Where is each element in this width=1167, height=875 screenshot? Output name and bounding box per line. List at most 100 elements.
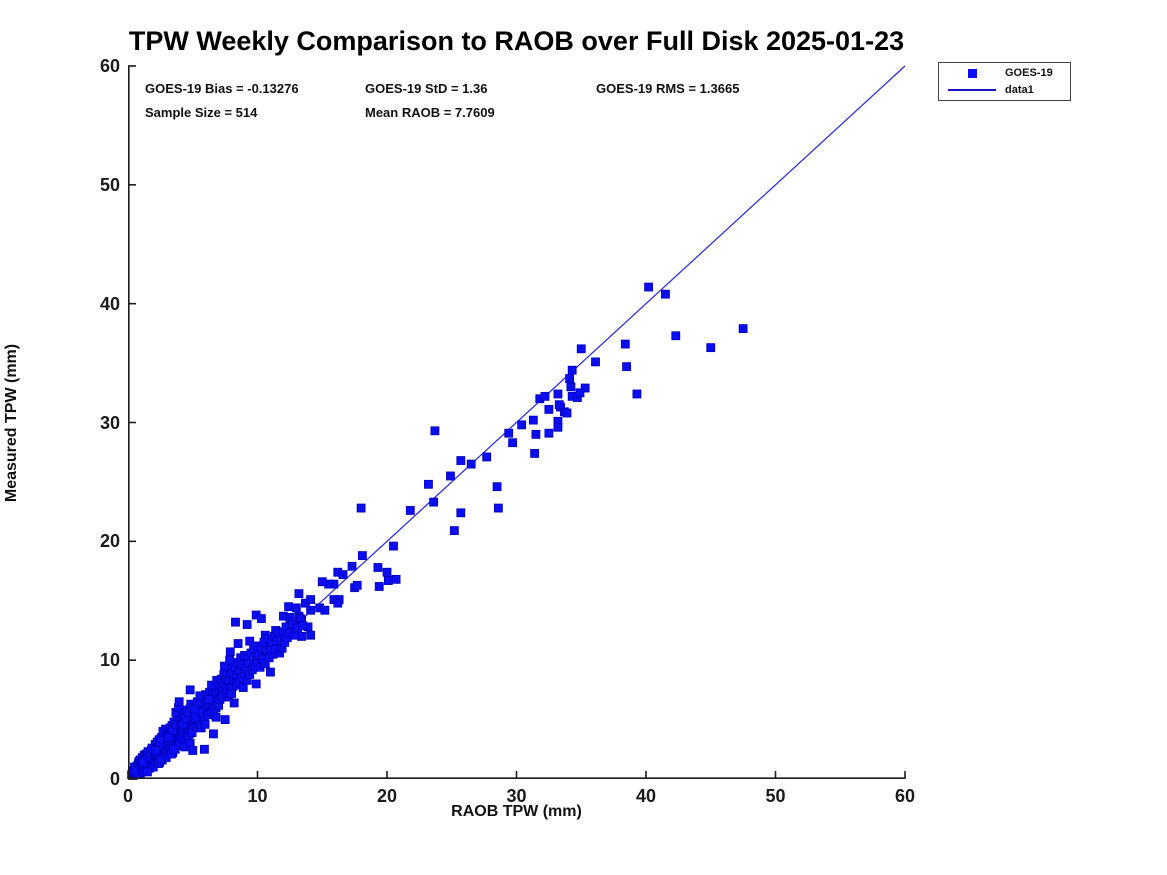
data-point — [168, 744, 178, 754]
data-point — [220, 715, 230, 724]
x-tick-label: 20 — [376, 786, 398, 806]
data-point — [531, 429, 541, 439]
data-point — [251, 679, 261, 689]
data-point — [352, 580, 362, 590]
stat-rms: GOES-19 RMS = 1.3665 — [596, 81, 740, 96]
data-point — [164, 733, 174, 742]
data-point — [204, 694, 214, 704]
legend-marker-cell — [939, 68, 1005, 78]
legend-entry-data1: data1 — [939, 82, 1070, 99]
data-point — [294, 589, 304, 599]
y-tick-label: 50 — [99, 174, 120, 195]
data-point — [225, 647, 235, 657]
data-point — [482, 452, 492, 462]
data-point — [320, 605, 330, 615]
data-point — [562, 408, 572, 418]
data-point — [298, 621, 308, 631]
data-point — [229, 698, 239, 708]
data-point — [632, 389, 642, 399]
data-point — [591, 357, 600, 367]
data-point — [580, 383, 590, 393]
data-point — [517, 420, 527, 430]
data-point — [504, 428, 514, 438]
stat-sample-size: Sample Size = 514 — [145, 105, 258, 120]
legend-line-cell — [939, 89, 1005, 91]
data-point — [530, 448, 540, 458]
data-point — [738, 324, 748, 334]
data-point — [456, 508, 466, 518]
chart-title: TPW Weekly Comparison to RAOB over Full … — [128, 26, 905, 56]
line-icon — [948, 89, 996, 91]
data-point — [333, 598, 343, 608]
data-point — [374, 582, 384, 591]
data-point — [391, 574, 401, 584]
x-tick-label: 10 — [247, 786, 268, 806]
data-point — [357, 551, 367, 560]
data-point — [200, 744, 209, 754]
data-point — [622, 362, 631, 372]
data-point — [644, 282, 653, 292]
stat-bias: GOES-19 Bias = -0.13276 — [145, 81, 299, 96]
data-point — [155, 755, 165, 765]
data-point — [446, 471, 455, 481]
data-point — [508, 438, 518, 448]
legend-label: GOES-19 — [1005, 67, 1053, 79]
x-tick-label: 60 — [894, 786, 916, 806]
data-point — [306, 595, 315, 604]
stat-mean-raob: Mean RAOB = 7.7609 — [365, 105, 495, 120]
legend-label: data1 — [1005, 84, 1034, 96]
scatter-plot — [127, 65, 906, 780]
data-point — [143, 767, 152, 777]
data-point — [553, 389, 563, 399]
data-point — [233, 639, 243, 648]
data-point — [211, 712, 221, 722]
data-point — [338, 570, 348, 580]
data-point — [317, 577, 327, 587]
data-point — [188, 746, 198, 755]
data-point — [220, 661, 229, 671]
data-point — [256, 614, 266, 623]
stat-std: GOES-19 StD = 1.36 — [365, 81, 488, 96]
plot-area: GOES-19 Bias = -0.13276 GOES-19 StD = 1.… — [127, 65, 906, 780]
data-point — [383, 576, 393, 585]
data-point — [554, 400, 564, 410]
x-tick-label: 40 — [635, 786, 657, 806]
data-point — [356, 503, 366, 513]
data-point — [429, 497, 439, 507]
data-point — [266, 667, 275, 677]
data-point — [245, 636, 255, 646]
data-point — [553, 422, 563, 432]
data-point — [492, 482, 502, 492]
data-point — [207, 680, 216, 690]
x-axis-label: RAOB TPW (mm) — [451, 803, 582, 820]
y-tick-label: 60 — [99, 56, 120, 76]
data-point — [195, 691, 205, 701]
data-point — [540, 391, 550, 401]
data-point — [389, 541, 398, 551]
data-point — [151, 746, 161, 755]
data-point — [620, 339, 630, 349]
x-tick-label: 50 — [765, 786, 786, 806]
y-tick-label: 30 — [99, 412, 120, 433]
data-point — [138, 757, 148, 767]
data-point — [565, 374, 574, 383]
data-point — [284, 602, 293, 612]
data-point — [566, 382, 576, 392]
data-point — [405, 506, 415, 515]
data-point — [567, 365, 577, 375]
data-point — [306, 605, 315, 615]
data-point — [544, 405, 554, 414]
y-tick-label: 40 — [99, 293, 120, 314]
data-point — [493, 503, 503, 513]
y-tick-label: 20 — [99, 531, 120, 552]
y-tick-label: 0 — [109, 769, 120, 789]
data-point — [575, 388, 585, 398]
data-point — [347, 561, 357, 571]
data-point — [466, 459, 476, 469]
data-point — [174, 697, 184, 707]
data-point — [449, 526, 459, 536]
data-point — [185, 685, 195, 695]
data-point — [242, 620, 252, 629]
square-marker-icon — [967, 68, 977, 78]
